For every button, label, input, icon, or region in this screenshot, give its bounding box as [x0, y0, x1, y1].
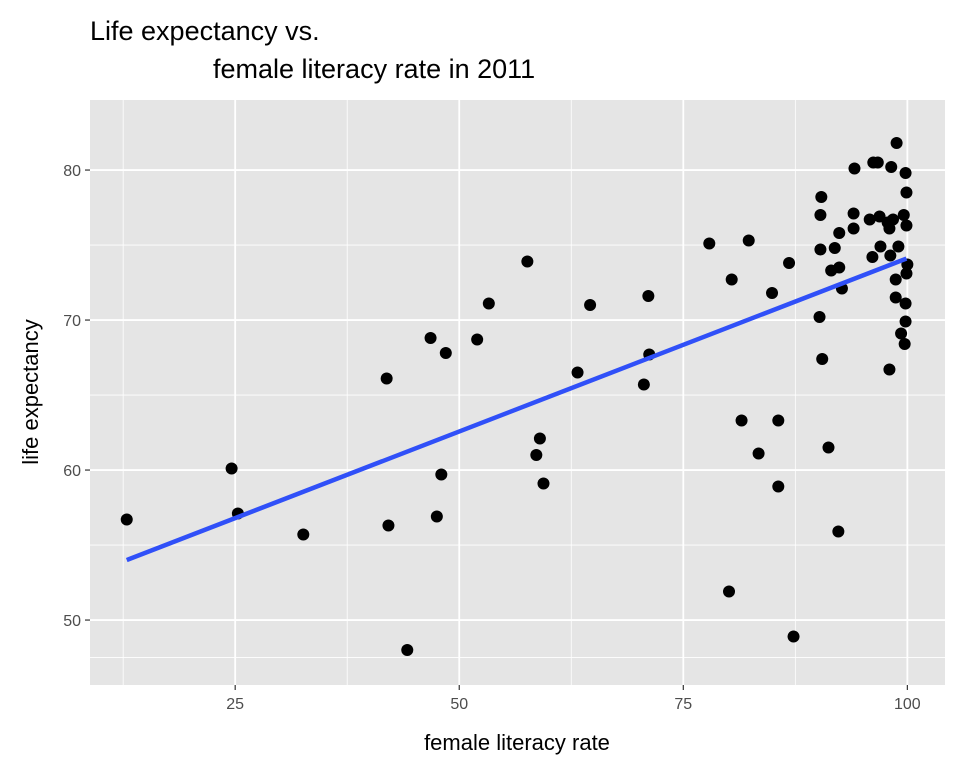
data-point — [884, 249, 897, 262]
data-point — [814, 209, 827, 222]
y-tick-label: 70 — [63, 313, 81, 330]
data-point — [772, 480, 785, 493]
y-tick-label: 60 — [63, 463, 81, 480]
data-point — [225, 462, 238, 475]
data-point — [772, 414, 785, 427]
data-point — [883, 363, 896, 376]
data-point — [889, 291, 902, 304]
data-point — [787, 630, 800, 643]
data-point — [899, 315, 912, 328]
chart-title-line2: female literacy rate in 2011 — [213, 54, 535, 84]
data-point — [874, 240, 887, 253]
data-point — [571, 366, 584, 379]
data-point — [899, 167, 912, 180]
data-point — [735, 414, 748, 427]
data-point — [832, 525, 845, 538]
data-point — [584, 299, 597, 312]
data-point — [863, 213, 876, 226]
data-point — [380, 372, 393, 385]
data-point — [537, 477, 550, 490]
data-point — [866, 251, 879, 264]
regression-line — [125, 256, 908, 563]
data-point — [766, 287, 779, 300]
data-point — [813, 311, 826, 324]
data-point — [900, 186, 913, 199]
x-tick-label: 75 — [674, 696, 692, 713]
data-point — [783, 257, 796, 270]
data-point — [742, 234, 755, 247]
y-tick-label: 50 — [63, 613, 81, 630]
data-point — [815, 191, 828, 204]
data-point — [120, 513, 133, 526]
data-point — [885, 161, 898, 174]
data-point — [642, 290, 655, 303]
data-point — [889, 273, 902, 286]
data-point — [382, 519, 395, 532]
data-point — [725, 273, 738, 286]
y-axis-title: life expectancy — [18, 319, 43, 465]
data-point — [887, 213, 900, 226]
data-point — [814, 243, 827, 256]
data-point — [424, 332, 437, 345]
data-point — [439, 347, 452, 360]
data-point — [822, 441, 835, 454]
data-point — [900, 267, 913, 280]
data-point — [883, 222, 896, 235]
data-point — [848, 162, 861, 175]
data-point — [530, 449, 543, 462]
fit-line-group — [125, 256, 908, 563]
data-point — [482, 297, 495, 310]
data-point — [871, 156, 884, 169]
data-point — [833, 261, 846, 274]
data-point — [897, 209, 910, 222]
data-point — [828, 242, 841, 255]
data-point — [435, 468, 448, 481]
plot-panel — [90, 100, 945, 685]
data-point — [401, 644, 414, 657]
data-point — [899, 297, 912, 310]
x-tick-label: 25 — [226, 696, 244, 713]
data-point — [833, 227, 846, 240]
data-point — [637, 378, 650, 391]
data-point — [723, 585, 736, 598]
data-point — [816, 353, 829, 366]
chart-title-line1: Life expectancy vs. — [90, 16, 320, 46]
data-point — [847, 222, 860, 235]
x-tick-label: 50 — [450, 696, 468, 713]
data-point — [430, 510, 443, 523]
data-point — [890, 137, 903, 150]
data-point — [297, 528, 310, 541]
data-point — [471, 333, 484, 346]
x-axis-title: female literacy rate — [424, 730, 610, 755]
axes: 25 50 75 100 50 60 70 80 — [63, 163, 921, 713]
y-tick-label: 80 — [63, 163, 81, 180]
data-point — [900, 219, 913, 232]
data-point — [521, 255, 534, 268]
data-point — [895, 327, 908, 340]
data-points — [120, 137, 914, 657]
data-point — [892, 240, 905, 253]
data-point — [752, 447, 765, 460]
data-point — [847, 207, 860, 220]
data-point — [533, 432, 546, 445]
data-point — [703, 237, 716, 250]
x-tick-label: 100 — [894, 696, 921, 713]
data-point — [898, 338, 911, 351]
